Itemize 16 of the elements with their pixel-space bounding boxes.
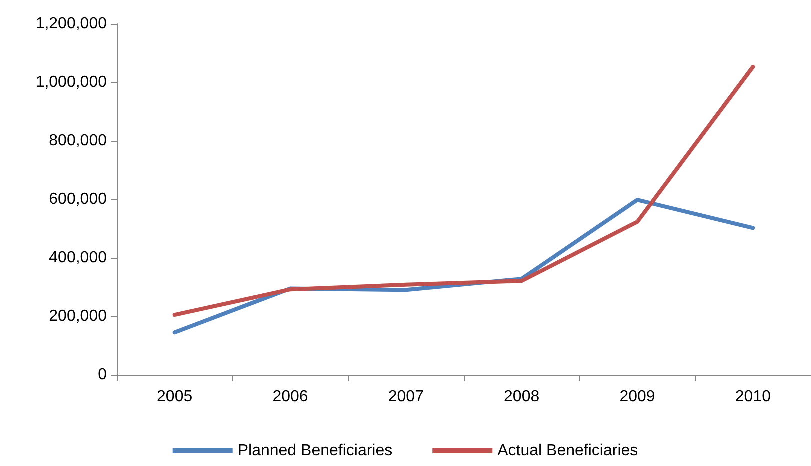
- y-tick-label: 1,200,000: [36, 16, 108, 32]
- x-tick-label: 2009: [620, 388, 656, 406]
- y-tick-label: 200,000: [49, 308, 108, 325]
- line-series: [172, 65, 756, 318]
- y-tick-label: 800,000: [49, 132, 108, 150]
- x-tick-label: 2005: [157, 388, 193, 406]
- y-tick-label: 0: [98, 366, 108, 384]
- y-tick-label: 1,000,000: [36, 74, 108, 91]
- x-tick-label: 2010: [735, 388, 772, 406]
- x-tick-label: 2008: [504, 388, 540, 406]
- y-tick-label: 600,000: [49, 191, 108, 208]
- x-tick-label: 2006: [272, 388, 308, 406]
- legend-label: Planned Beneficiaries: [238, 442, 393, 460]
- x-tick-label: 2007: [388, 388, 424, 406]
- y-tick-label: 400,000: [49, 250, 108, 266]
- legend-label: Actual Beneficiaries: [498, 442, 638, 460]
